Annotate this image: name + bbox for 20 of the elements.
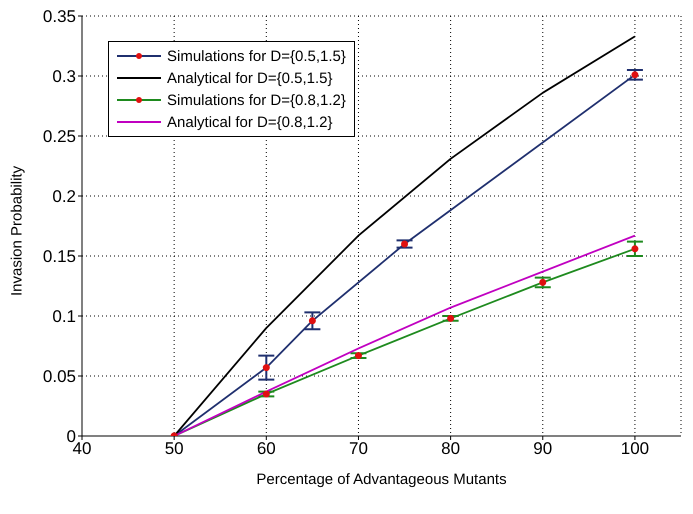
y-tick-label: 0.2: [52, 187, 76, 206]
legend-label: Analytical for D={0.5,1.5}: [167, 70, 333, 86]
y-tick-label: 0.35: [42, 7, 76, 26]
x-tick-label: 90: [533, 439, 552, 458]
y-tick-label: 0.25: [42, 127, 76, 146]
y-tick-label: 0.05: [42, 367, 76, 386]
x-tick-label: 100: [620, 439, 650, 458]
x-axis-title: Percentage of Advantageous Mutants: [256, 471, 507, 488]
legend-label: Analytical for D={0.8,1.2}: [167, 114, 333, 130]
y-tick-label: 0.1: [52, 307, 76, 326]
legend-label: Simulations for D={0.5,1.5}: [167, 48, 346, 64]
y-tick-label: 0.3: [52, 67, 76, 86]
x-tick-label: 70: [349, 439, 368, 458]
x-tick-label: 60: [256, 439, 276, 458]
x-tick-label: 80: [441, 439, 460, 458]
y-axis-title: Invasion Probability: [8, 165, 26, 296]
y-tick-label: 0.15: [42, 247, 76, 266]
legend-label: Simulations for D={0.8,1.2}: [167, 92, 346, 108]
y-tick-label: 0: [66, 427, 76, 446]
x-tick-label: 50: [164, 439, 184, 458]
